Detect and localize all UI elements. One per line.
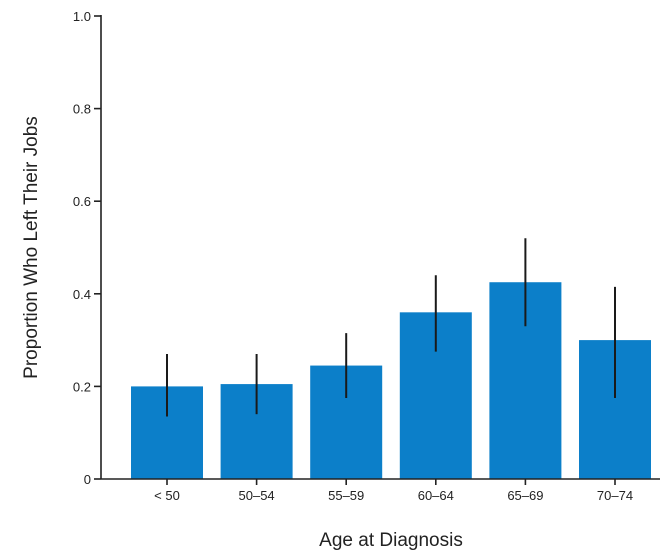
y-axis-ticks: 0 0.2 0.4 0.6 0.8 1.0 <box>73 9 101 487</box>
x-tick-label: 55–59 <box>328 488 364 503</box>
y-tick-label: 0.4 <box>73 287 91 302</box>
y-tick-label: 1.0 <box>73 9 91 24</box>
y-tick-label: 0.6 <box>73 194 91 209</box>
error-bars-group <box>166 238 616 417</box>
y-tick-label: 0.8 <box>73 102 91 117</box>
x-tick-label: 65–69 <box>507 488 543 503</box>
x-tick-label: 70–74 <box>597 488 633 503</box>
x-tick-label: 50–54 <box>239 488 275 503</box>
y-axis-title: Proportion Who Left Their Jobs <box>21 116 42 379</box>
bars-group <box>131 282 651 479</box>
y-tick-label: 0 <box>84 472 91 487</box>
x-tick-label: 60–64 <box>418 488 454 503</box>
x-axis-ticks: < 50 50–54 55–59 60–64 65–69 70–74 <box>154 479 633 503</box>
x-tick-label: < 50 <box>154 488 180 503</box>
x-axis-title: Age at Diagnosis <box>319 530 463 551</box>
y-tick-label: 0.2 <box>73 379 91 394</box>
